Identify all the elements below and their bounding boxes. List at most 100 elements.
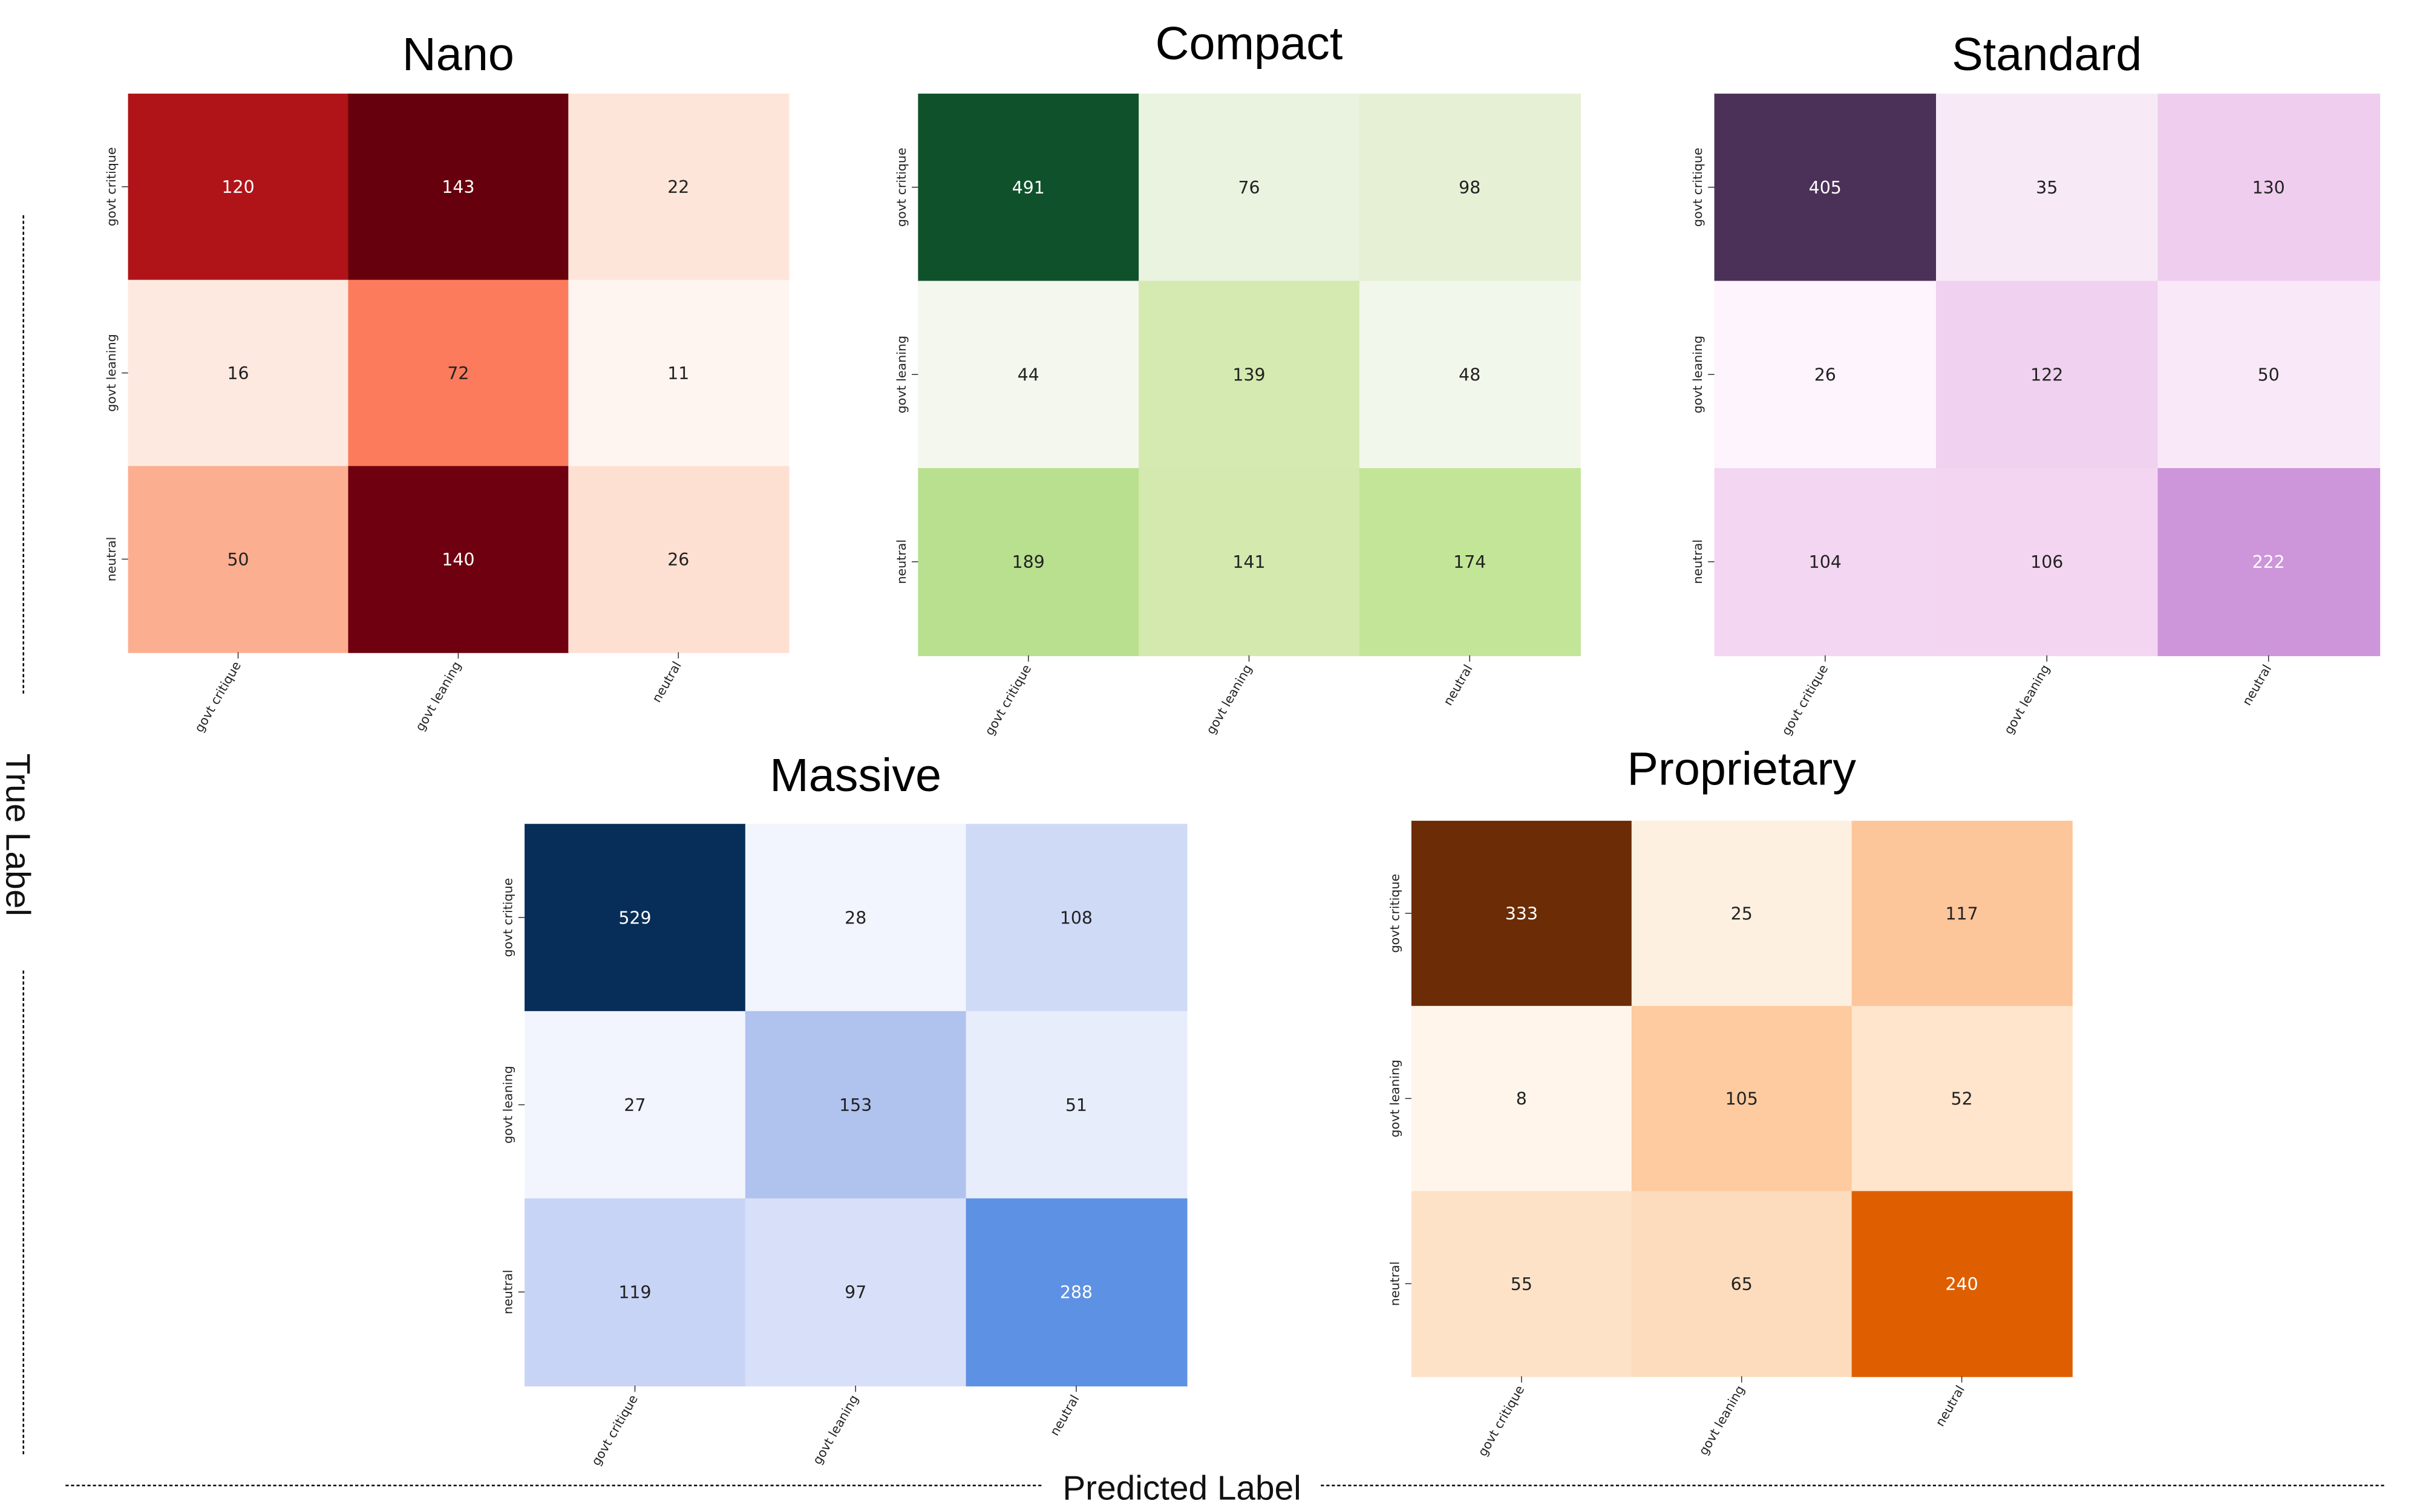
x-tick-label: neutral bbox=[1441, 662, 1476, 708]
cell-value-label: 139 bbox=[1232, 365, 1265, 385]
heatmap-massive: Massive 529 28 108 27 153 51 119 97 288 govt criti… bbox=[500, 749, 1188, 1468]
y-tick-label: neutral bbox=[894, 539, 909, 584]
heatmap-nano: Nano 120 143 22 16 72 11 50 140 26 govt critique go… bbox=[104, 28, 790, 735]
heatmap-cell bbox=[745, 824, 967, 1012]
heatmap-cell bbox=[2157, 93, 2381, 282]
heatmap-cell bbox=[568, 466, 790, 653]
cell-value-label: 22 bbox=[667, 177, 689, 197]
heatmap-cell bbox=[918, 93, 1140, 282]
heatmap-cell bbox=[1631, 821, 1853, 1007]
cell-value-label: 104 bbox=[1809, 552, 1842, 572]
y-tick-label: govt leaning bbox=[104, 334, 119, 412]
heatmap-cell bbox=[745, 1198, 967, 1387]
heatmap-cell bbox=[525, 824, 747, 1012]
cell-value-label: 130 bbox=[2252, 178, 2285, 198]
heatmap-cell bbox=[348, 279, 569, 467]
cell-value-label: 189 bbox=[1012, 552, 1045, 572]
cell-value-label: 28 bbox=[845, 908, 866, 928]
cell-value-label: 44 bbox=[1018, 365, 1039, 385]
cell-value-label: 143 bbox=[442, 177, 474, 197]
heatmap-cell bbox=[1359, 468, 1581, 656]
cell-value-label: 105 bbox=[1725, 1089, 1758, 1109]
y-tick-label: govt critique bbox=[1387, 874, 1402, 953]
x-tick-label: govt critique bbox=[982, 662, 1034, 738]
heatmap-cell bbox=[128, 279, 349, 467]
heatmap-cell bbox=[568, 93, 790, 281]
cell-value-label: 48 bbox=[1459, 365, 1480, 385]
cell-value-label: 120 bbox=[221, 177, 254, 197]
x-tick-label: neutral bbox=[2239, 662, 2274, 708]
y-tick-label: govt critique bbox=[1690, 148, 1705, 227]
heatmap-cell bbox=[1851, 821, 2073, 1007]
cell-value-label: 65 bbox=[1731, 1274, 1753, 1294]
x-tick-label: govt critique bbox=[1475, 1383, 1527, 1459]
heatmap-cell bbox=[1411, 821, 1633, 1007]
y-tick-label: neutral bbox=[500, 1269, 515, 1314]
y-tick-label: govt critique bbox=[104, 147, 119, 226]
heatmap-cell bbox=[525, 1011, 747, 1199]
cell-value-label: 51 bbox=[1065, 1095, 1087, 1115]
heatmap-cell bbox=[966, 1011, 1188, 1199]
y-tick-label: neutral bbox=[1690, 539, 1705, 584]
cell-value-label: 52 bbox=[1951, 1089, 1973, 1109]
x-tick-label: neutral bbox=[1932, 1383, 1967, 1429]
heatmap-cell bbox=[128, 466, 349, 653]
cell-value-label: 98 bbox=[1459, 178, 1480, 198]
x-axis-label: Predicted Label bbox=[1062, 1469, 1301, 1507]
y-tick-label: neutral bbox=[1387, 1262, 1402, 1306]
heatmap-cell bbox=[525, 1198, 747, 1387]
cell-value-label: 50 bbox=[227, 550, 249, 570]
cell-value-label: 8 bbox=[1516, 1089, 1527, 1109]
heatmap-cell bbox=[1714, 93, 1937, 282]
heatmap-cell bbox=[1714, 468, 1937, 656]
heatmap-cell bbox=[2157, 281, 2381, 469]
cell-value-label: 222 bbox=[2252, 552, 2285, 572]
x-tick-label: govt critique bbox=[1779, 662, 1831, 738]
heatmap-cell bbox=[2157, 468, 2381, 656]
y-tick-label: govt leaning bbox=[1690, 336, 1705, 414]
heatmap-cell bbox=[1936, 93, 2159, 282]
chart-title: Massive bbox=[770, 749, 941, 801]
heatmap-proprietary: Proprietary 333 25 117 8 105 52 55 65 240 govt cri… bbox=[1387, 743, 2073, 1459]
heatmap-cell bbox=[918, 468, 1140, 656]
chart-title: Standard bbox=[1952, 28, 2142, 80]
heatmap-cell bbox=[1936, 468, 2159, 656]
heatmap-cell bbox=[1411, 1006, 1633, 1192]
y-tick-label: govt leaning bbox=[894, 336, 909, 414]
heatmap-cell bbox=[1359, 281, 1581, 469]
heatmap-cell bbox=[966, 824, 1188, 1012]
cell-value-label: 122 bbox=[2030, 365, 2063, 385]
cell-value-label: 491 bbox=[1012, 178, 1045, 198]
heatmap-cell bbox=[348, 466, 569, 653]
heatmap-cell bbox=[1139, 468, 1361, 656]
heatmap-cell bbox=[1851, 1006, 2073, 1192]
heatmap-cell bbox=[1631, 1006, 1853, 1192]
x-tick-label: govt leaning bbox=[2001, 662, 2053, 737]
cell-value-label: 55 bbox=[1511, 1274, 1532, 1294]
heatmap-standard: Standard 405 35 130 26 122 50 104 106 222 govt cri… bbox=[1690, 28, 2381, 738]
cell-value-label: 141 bbox=[1232, 552, 1265, 572]
cell-value-label: 153 bbox=[839, 1095, 872, 1115]
x-tick-label: govt leaning bbox=[413, 659, 464, 734]
cell-value-label: 108 bbox=[1060, 908, 1093, 928]
x-tick-label: govt leaning bbox=[1203, 662, 1255, 737]
chart-title: Proprietary bbox=[1627, 743, 1856, 795]
cell-value-label: 333 bbox=[1505, 904, 1538, 924]
cell-value-label: 25 bbox=[1731, 904, 1753, 924]
y-axis-label: True Label bbox=[0, 754, 36, 916]
x-tick-label: neutral bbox=[649, 659, 684, 705]
heatmap-cell bbox=[918, 281, 1140, 469]
heatmap-cell bbox=[1411, 1191, 1633, 1377]
cell-value-label: 288 bbox=[1060, 1283, 1093, 1303]
x-tick-label: govt leaning bbox=[1696, 1383, 1747, 1458]
cell-value-label: 16 bbox=[227, 363, 249, 383]
heatmap-cell bbox=[745, 1011, 967, 1199]
heatmap-compact: Compact 491 76 98 44 139 48 189 141 174 govt criti… bbox=[894, 18, 1581, 738]
y-tick-label: govt critique bbox=[500, 878, 515, 957]
x-tick-label: govt critique bbox=[589, 1392, 641, 1468]
cell-value-label: 119 bbox=[618, 1283, 651, 1303]
y-tick-label: neutral bbox=[104, 537, 119, 582]
cell-value-label: 35 bbox=[2036, 178, 2058, 198]
cell-value-label: 72 bbox=[447, 363, 469, 383]
